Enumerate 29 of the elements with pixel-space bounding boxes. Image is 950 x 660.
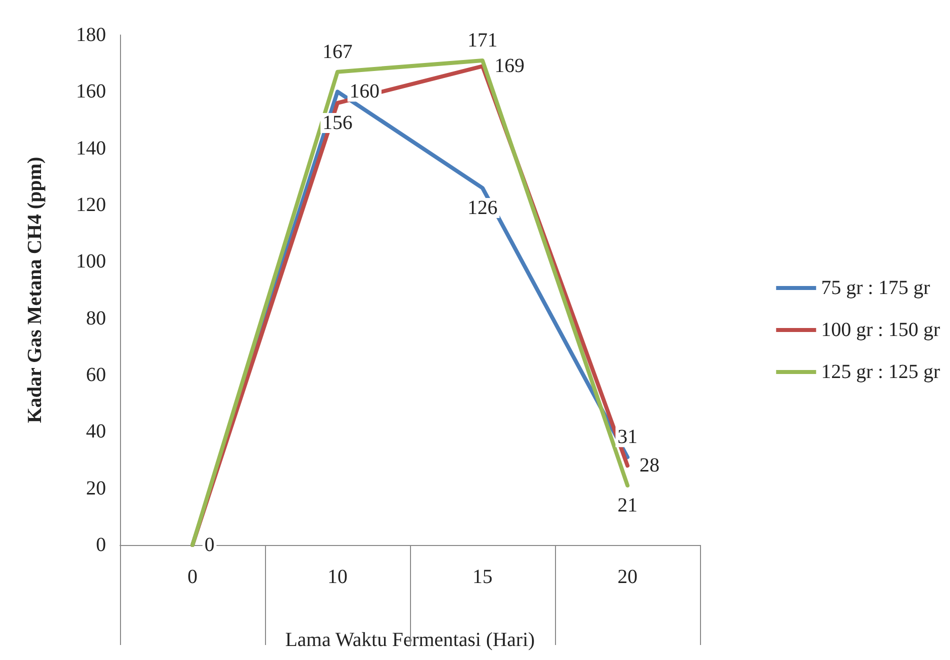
data-label: 126 [468, 197, 498, 219]
data-label: 171 [468, 30, 498, 52]
x-tick-label: 10 [328, 566, 348, 588]
legend-label: 100 gr : 150 gr [821, 319, 940, 341]
y-tick-label: 20 [86, 477, 106, 500]
data-label: 31 [618, 426, 638, 448]
data-label: 169 [494, 55, 524, 78]
y-axis-title: Kadar Gas Metana CH4 (ppm) [24, 156, 46, 424]
y-tick-label: 40 [86, 420, 106, 443]
legend-label: 75 gr : 175 gr [821, 277, 930, 299]
y-tick-label: 120 [76, 194, 106, 216]
data-label: 167 [322, 40, 352, 63]
y-tick-label: 180 [76, 24, 106, 46]
y-tick-label: 0 [96, 534, 106, 556]
data-label: 0 [204, 534, 214, 556]
data-label: 21 [618, 494, 638, 516]
y-tick-label: 100 [76, 250, 106, 273]
x-tick-label: 20 [618, 566, 638, 588]
x-tick-label: 0 [188, 566, 198, 588]
y-tick-label: 60 [86, 364, 106, 386]
data-label: 156 [322, 112, 352, 134]
y-tick-label: 140 [76, 137, 106, 160]
y-tick-label: 80 [86, 307, 106, 330]
y-tick-label: 160 [76, 80, 106, 103]
x-tick-label: 15 [472, 566, 492, 588]
data-label: 160 [350, 80, 380, 103]
x-axis-title: Lama Waktu Fermentasi (Hari) [285, 629, 535, 651]
data-label: 28 [640, 454, 660, 477]
legend-label: 125 gr : 125 gr [821, 361, 940, 383]
